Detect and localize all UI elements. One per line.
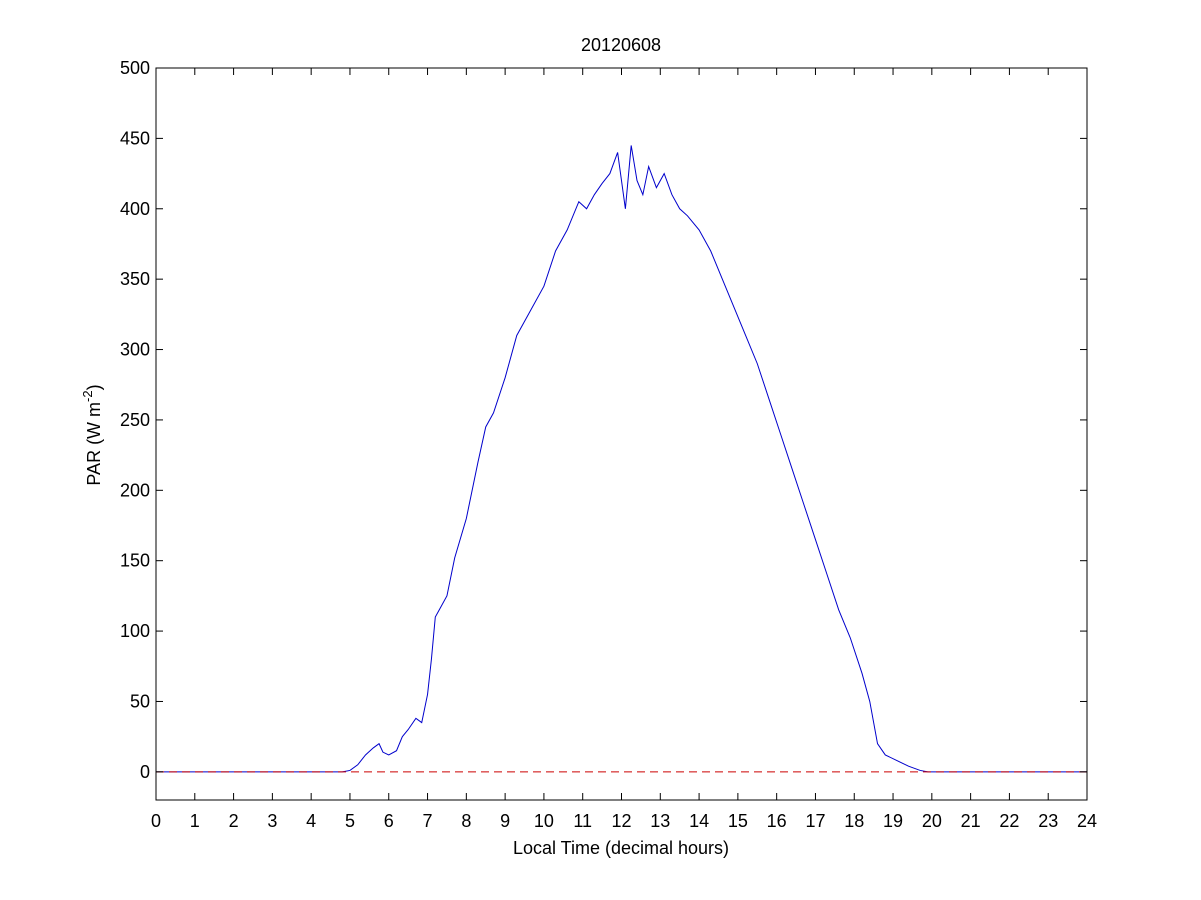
y-tick-label: 350 [120,269,150,289]
y-tick-label: 150 [120,551,150,571]
y-axis-label: PAR (W m-2) [80,384,104,485]
x-tick-label: 5 [345,811,355,831]
y-tick-label: 0 [140,762,150,782]
x-tick-label: 8 [461,811,471,831]
y-tick-label: 400 [120,199,150,219]
x-tick-label: 1 [190,811,200,831]
y-axis-ticks: 0 50 100 150 200 250 300 350 400 450 500 [120,58,1087,782]
x-tick-label: 17 [805,811,825,831]
x-tick-label: 21 [961,811,981,831]
x-tick-label: 20 [922,811,942,831]
x-axis-label: Local Time (decimal hours) [513,838,729,858]
y-tick-label: 200 [120,480,150,500]
y-tick-label: 50 [130,691,150,711]
y-axis-label-main: PAR (W m [84,402,104,486]
x-tick-label: 2 [229,811,239,831]
y-axis-label-superscript: -2 [80,390,95,402]
series-layer [156,145,1087,773]
x-tick-label: 18 [844,811,864,831]
x-tick-label: 0 [151,811,161,831]
x-tick-label: 22 [999,811,1019,831]
x-tick-label: 23 [1038,811,1058,831]
plot-area [156,68,1087,800]
x-tick-label: 11 [573,811,592,831]
x-tick-label: 4 [306,811,316,831]
y-tick-label: 100 [120,621,150,641]
x-tick-label: 24 [1077,811,1097,831]
x-tick-label: 12 [611,811,631,831]
x-tick-label: 19 [883,811,903,831]
par-series-line [156,145,1087,773]
chart-title: 20120608 [581,35,661,55]
y-tick-label: 500 [120,58,150,78]
x-tick-label: 6 [384,811,394,831]
y-tick-label: 300 [120,340,150,360]
x-tick-label: 14 [689,811,709,831]
x-tick-label: 7 [423,811,433,831]
y-tick-label: 450 [120,128,150,148]
x-tick-label: 10 [534,811,554,831]
x-tick-label: 16 [767,811,787,831]
y-tick-label: 250 [120,410,150,430]
x-tick-label: 15 [728,811,748,831]
x-tick-label: 9 [500,811,510,831]
x-axis-ticks: 0 1 2 3 4 5 6 7 8 9 10 11 12 13 14 15 16 17 18 19 20 21 22 23 24 [151,68,1097,831]
x-tick-label: 3 [267,811,277,831]
y-axis-label-suffix: ) [84,384,104,390]
x-tick-label: 13 [650,811,670,831]
